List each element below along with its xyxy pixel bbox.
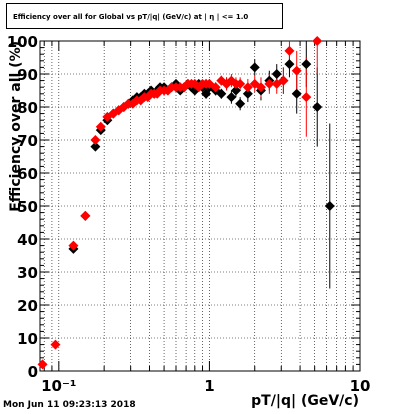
- data-point-black: [230, 85, 241, 96]
- data-point-black: [291, 88, 302, 99]
- data-point-black: [284, 59, 295, 70]
- x-axis-title: pT/|q| (GeV/c): [251, 393, 359, 409]
- timestamp: Mon Jun 11 09:23:13 2018: [3, 400, 136, 410]
- chart-title: Efficiency over all for Global vs pT/|q|…: [13, 13, 249, 21]
- x-tick-label: 10: [350, 377, 371, 395]
- data-point-black: [242, 88, 253, 99]
- y-tick-label: 90: [17, 66, 38, 84]
- y-tick-label: 40: [17, 231, 38, 249]
- markers-layer: [37, 36, 335, 370]
- x-tick-label: 10⁻¹: [41, 377, 76, 395]
- y-tick-label: 10: [17, 330, 38, 348]
- y-tick-label: 100: [7, 33, 38, 51]
- data-point-black: [324, 201, 335, 211]
- data-point-black: [235, 98, 246, 109]
- data-point-red: [235, 78, 246, 89]
- data-point-red: [284, 45, 295, 56]
- x-tick-label: 1: [204, 377, 214, 395]
- data-point-black: [301, 59, 312, 70]
- y-tick-label: 70: [17, 132, 38, 150]
- data-point-red: [264, 78, 275, 89]
- data-point-red: [80, 210, 91, 221]
- y-tick-label: 50: [17, 198, 38, 216]
- y-tick-label: 20: [17, 297, 38, 315]
- y-tick-label: 80: [17, 99, 38, 117]
- data-point-red: [291, 65, 302, 76]
- data-point-red: [278, 75, 289, 86]
- y-axis-title: Efficiency over all (%): [8, 41, 24, 212]
- data-point-black: [271, 69, 282, 79]
- data-point-red: [90, 135, 101, 145]
- data-point-black: [249, 62, 260, 73]
- data-point-red: [50, 339, 61, 350]
- data-point-red: [95, 121, 106, 132]
- data-point-black: [226, 92, 237, 103]
- data-point-red: [312, 36, 323, 46]
- data-point-red: [255, 82, 266, 93]
- data-point-red: [68, 240, 79, 251]
- y-tick-label: 0: [28, 363, 38, 381]
- data-point-black: [90, 141, 101, 152]
- ticks-layer: [40, 40, 361, 372]
- y-tick-label: 30: [17, 264, 38, 282]
- data-point-red: [210, 82, 221, 93]
- data-point-black: [216, 88, 227, 99]
- tick-labels-layer: 0 10 20 30 40 50 60 70 80 90 100 10⁻¹ 1 10: [7, 33, 371, 395]
- y-tick-label: 60: [17, 165, 38, 183]
- data-point-red: [242, 82, 253, 93]
- data-point-red: [37, 359, 48, 370]
- data-point-black: [312, 102, 323, 112]
- title-box: Efficiency over all for Global vs pT/|q|…: [6, 3, 283, 29]
- data-point-red: [301, 92, 312, 103]
